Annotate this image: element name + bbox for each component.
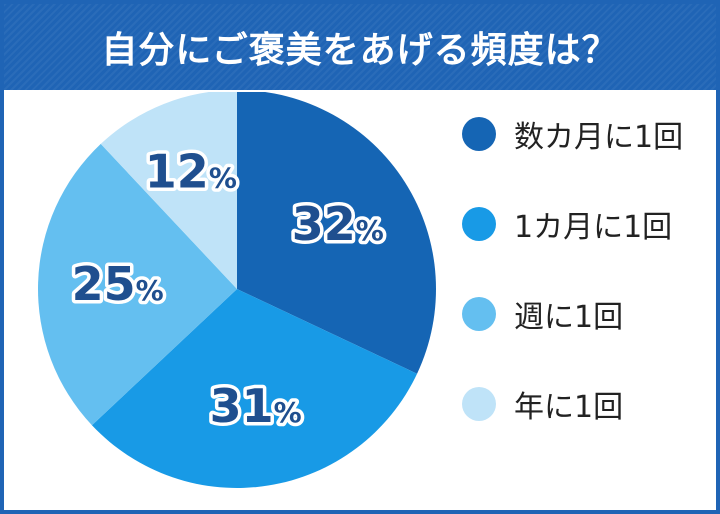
slice-value-label: 31% bbox=[210, 379, 302, 433]
pie-slice-2 bbox=[91, 289, 418, 488]
slice-value-label: 32% bbox=[292, 197, 384, 251]
pie-chart: 32% 31% 25% 12% bbox=[20, 92, 440, 508]
legend-label: 週に1回 bbox=[514, 300, 624, 335]
legend-swatch bbox=[462, 387, 496, 421]
legend-label: 数カ月に1回 bbox=[514, 120, 684, 155]
pie-slice-1 bbox=[237, 92, 436, 374]
legend-item: 年に1回 bbox=[462, 382, 712, 426]
slice-value-label: 12% bbox=[145, 144, 237, 198]
legend-swatch bbox=[462, 117, 496, 151]
legend-item: 週に1回 bbox=[462, 292, 712, 336]
legend-label: 1カ月に1回 bbox=[514, 210, 673, 245]
pie-svg: 32% 31% 25% 12% bbox=[37, 92, 436, 488]
legend-item: 数カ月に1回 bbox=[462, 112, 712, 156]
title-banner: 自分にご褒美をあげる頻度は？ bbox=[4, 4, 716, 90]
pie-slice-4 bbox=[100, 92, 237, 289]
chart-title: 自分にご褒美をあげる頻度は？ bbox=[101, 30, 619, 71]
legend-swatch bbox=[462, 297, 496, 331]
slice-value-label: 25% bbox=[72, 257, 164, 311]
legend-item: 1カ月に1回 bbox=[462, 202, 712, 246]
pie-slice-3 bbox=[37, 143, 237, 426]
legend-swatch bbox=[462, 207, 496, 241]
legend-label: 年に1回 bbox=[514, 390, 624, 425]
legend: 数カ月に1回 1カ月に1回 週に1回年に1回 bbox=[462, 112, 712, 472]
